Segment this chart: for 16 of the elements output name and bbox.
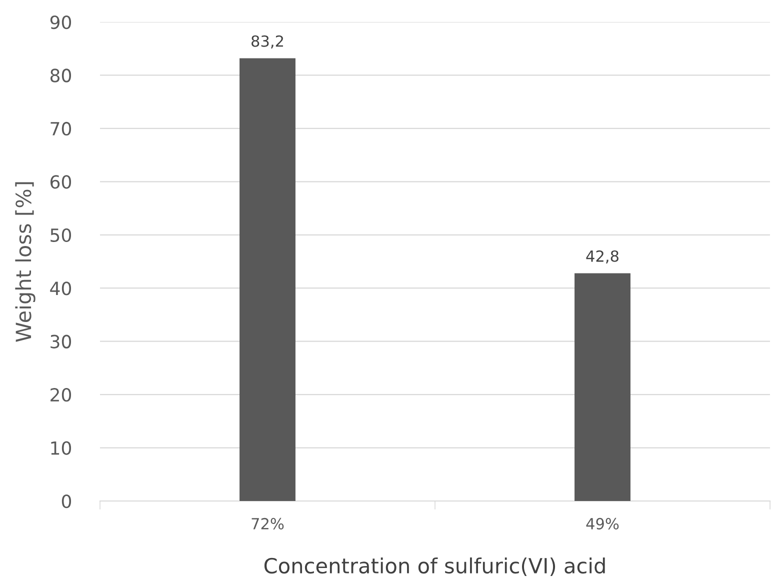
x-axis-title: Concentration of sulfuric(VI) acid	[264, 557, 605, 576]
y-tick-label: 40	[50, 282, 72, 296]
y-tick-label: 10	[51, 441, 72, 455]
y-tick-label: 30	[50, 334, 72, 348]
y-tick-label: 60	[50, 175, 72, 189]
y-tick-label: 20	[50, 388, 72, 402]
y-tick-label: 0	[62, 494, 72, 508]
x-tick-label: 72%	[252, 518, 284, 530]
y-tick-label: 80	[50, 68, 72, 82]
x-tick-label: 49%	[586, 518, 619, 530]
y-tick-label: 90	[50, 15, 72, 30]
y-tick-label: 70	[50, 122, 72, 136]
data-label: 42,8	[586, 250, 618, 264]
y-axis-title: Weight loss [%]	[15, 182, 36, 342]
y-tick-label: 50	[50, 228, 72, 242]
data-label: 83,2	[252, 35, 283, 48]
